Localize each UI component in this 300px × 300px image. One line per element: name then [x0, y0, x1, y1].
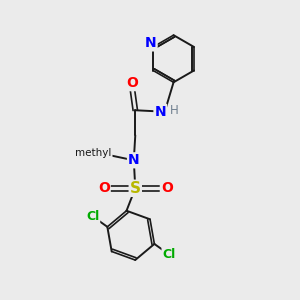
Text: N: N [128, 153, 140, 167]
Text: H: H [170, 104, 178, 117]
Text: O: O [161, 181, 173, 195]
Text: methyl: methyl [101, 152, 106, 154]
Text: methyl: methyl [94, 150, 99, 152]
Text: methyl: methyl [75, 148, 112, 158]
Text: N: N [145, 36, 157, 50]
Text: S: S [130, 181, 141, 196]
Text: methyl: methyl [98, 151, 103, 152]
Text: O: O [126, 76, 138, 90]
Text: O: O [98, 181, 110, 195]
Text: N: N [154, 105, 166, 119]
Text: Cl: Cl [163, 248, 176, 261]
Text: Cl: Cl [86, 210, 99, 223]
Text: methyl: methyl [93, 152, 98, 154]
